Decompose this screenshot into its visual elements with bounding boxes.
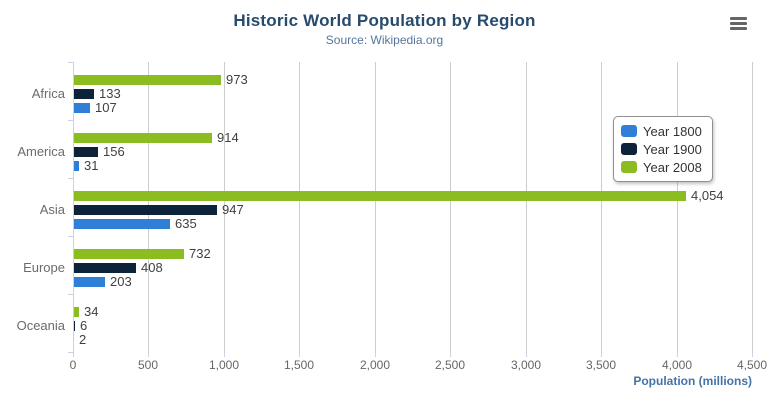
category-label: America	[17, 144, 65, 159]
x-axis-tick	[601, 352, 602, 357]
x-axis-tick	[375, 352, 376, 357]
legend-swatch-icon	[621, 143, 637, 155]
data-label: 107	[95, 100, 117, 115]
gridline	[526, 62, 527, 352]
data-label: 2	[79, 332, 87, 347]
chart-title: Historic World Population by Region	[233, 11, 536, 30]
bar-year-2008[interactable]	[74, 75, 221, 85]
legend-item-year-2008[interactable]: Year 2008	[621, 158, 702, 176]
data-label: 914	[217, 130, 239, 145]
bar-year-1900[interactable]	[74, 205, 217, 215]
bar-year-1800[interactable]	[74, 103, 90, 113]
gridline	[450, 62, 451, 352]
x-axis-tick-label: 2,000	[359, 358, 391, 372]
x-axis-tick-label: 500	[137, 358, 159, 372]
category-axis-tick	[68, 352, 73, 353]
data-label: 732	[189, 246, 211, 261]
data-label: 947	[222, 202, 244, 217]
legend-label: Year 1800	[643, 123, 702, 139]
x-axis-tick-label: 4,500	[736, 358, 768, 372]
gridline	[375, 62, 376, 352]
gridline	[299, 62, 300, 352]
category-axis-tick	[68, 62, 73, 63]
gridline	[601, 62, 602, 352]
bar-year-2008[interactable]	[74, 249, 184, 259]
category-label: Africa	[31, 86, 65, 101]
data-label: 4,054	[691, 188, 724, 203]
category-axis-tick	[68, 294, 73, 295]
x-axis-tick	[752, 352, 753, 357]
x-axis-tick	[299, 352, 300, 357]
legend-swatch-icon	[621, 161, 637, 173]
gridline	[677, 62, 678, 352]
gridline	[752, 62, 753, 352]
category-axis-tick	[68, 236, 73, 237]
bar-year-1800[interactable]	[74, 219, 170, 229]
bar-year-1900[interactable]	[74, 147, 98, 157]
data-label: 635	[175, 216, 197, 231]
bar-year-2008[interactable]	[74, 191, 686, 201]
data-label: 6	[80, 318, 88, 333]
legend-item-year-1900[interactable]: Year 1900	[621, 140, 702, 158]
category-label: Europe	[23, 260, 65, 275]
bar-year-2008[interactable]	[74, 133, 212, 143]
legend-swatch-icon	[621, 125, 637, 137]
x-axis-tick-label: 1,500	[283, 358, 315, 372]
x-axis-tick	[148, 352, 149, 357]
x-axis-tick-label: 4,000	[661, 358, 693, 372]
category-label: Oceania	[16, 318, 65, 333]
legend-label: Year 1900	[643, 141, 702, 157]
legend-item-year-1800[interactable]: Year 1800	[621, 122, 702, 140]
bar-year-1900[interactable]	[74, 321, 75, 331]
x-axis-tick	[73, 352, 74, 357]
legend-label: Year 2008	[643, 159, 702, 175]
data-label: 156	[103, 144, 125, 159]
hamburger-menu-icon[interactable]	[730, 17, 747, 30]
bar-year-1800[interactable]	[74, 277, 105, 287]
x-axis-title: Population (millions)	[633, 374, 752, 388]
x-axis-tick	[677, 352, 678, 357]
category-axis-tick	[68, 120, 73, 121]
bar-year-2008[interactable]	[74, 307, 79, 317]
category-axis-line	[73, 62, 74, 352]
x-axis-tick	[526, 352, 527, 357]
legend: Year 1800 Year 1900 Year 2008	[613, 116, 713, 182]
chart-subtitle: Source: Wikipedia.org	[325, 33, 444, 47]
x-axis-tick	[450, 352, 451, 357]
data-label: 133	[99, 86, 121, 101]
x-axis-tick	[224, 352, 225, 357]
data-label: 203	[110, 274, 132, 289]
category-axis-tick	[68, 178, 73, 179]
data-label: 31	[84, 158, 99, 173]
x-axis-tick-label: 3,500	[585, 358, 617, 372]
bar-year-1900[interactable]	[74, 89, 94, 99]
x-axis-tick-label: 3,000	[510, 358, 542, 372]
bar-year-1900[interactable]	[74, 263, 136, 273]
x-axis-tick-label: 1,000	[208, 358, 240, 372]
category-label: Asia	[39, 202, 65, 217]
data-label: 34	[84, 304, 99, 319]
gridline	[224, 62, 225, 352]
x-axis-tick-label: 2,500	[434, 358, 466, 372]
data-label: 408	[141, 260, 163, 275]
data-label: 973	[226, 72, 248, 87]
x-axis-tick-label: 0	[69, 358, 77, 372]
bar-year-1800[interactable]	[74, 161, 79, 171]
